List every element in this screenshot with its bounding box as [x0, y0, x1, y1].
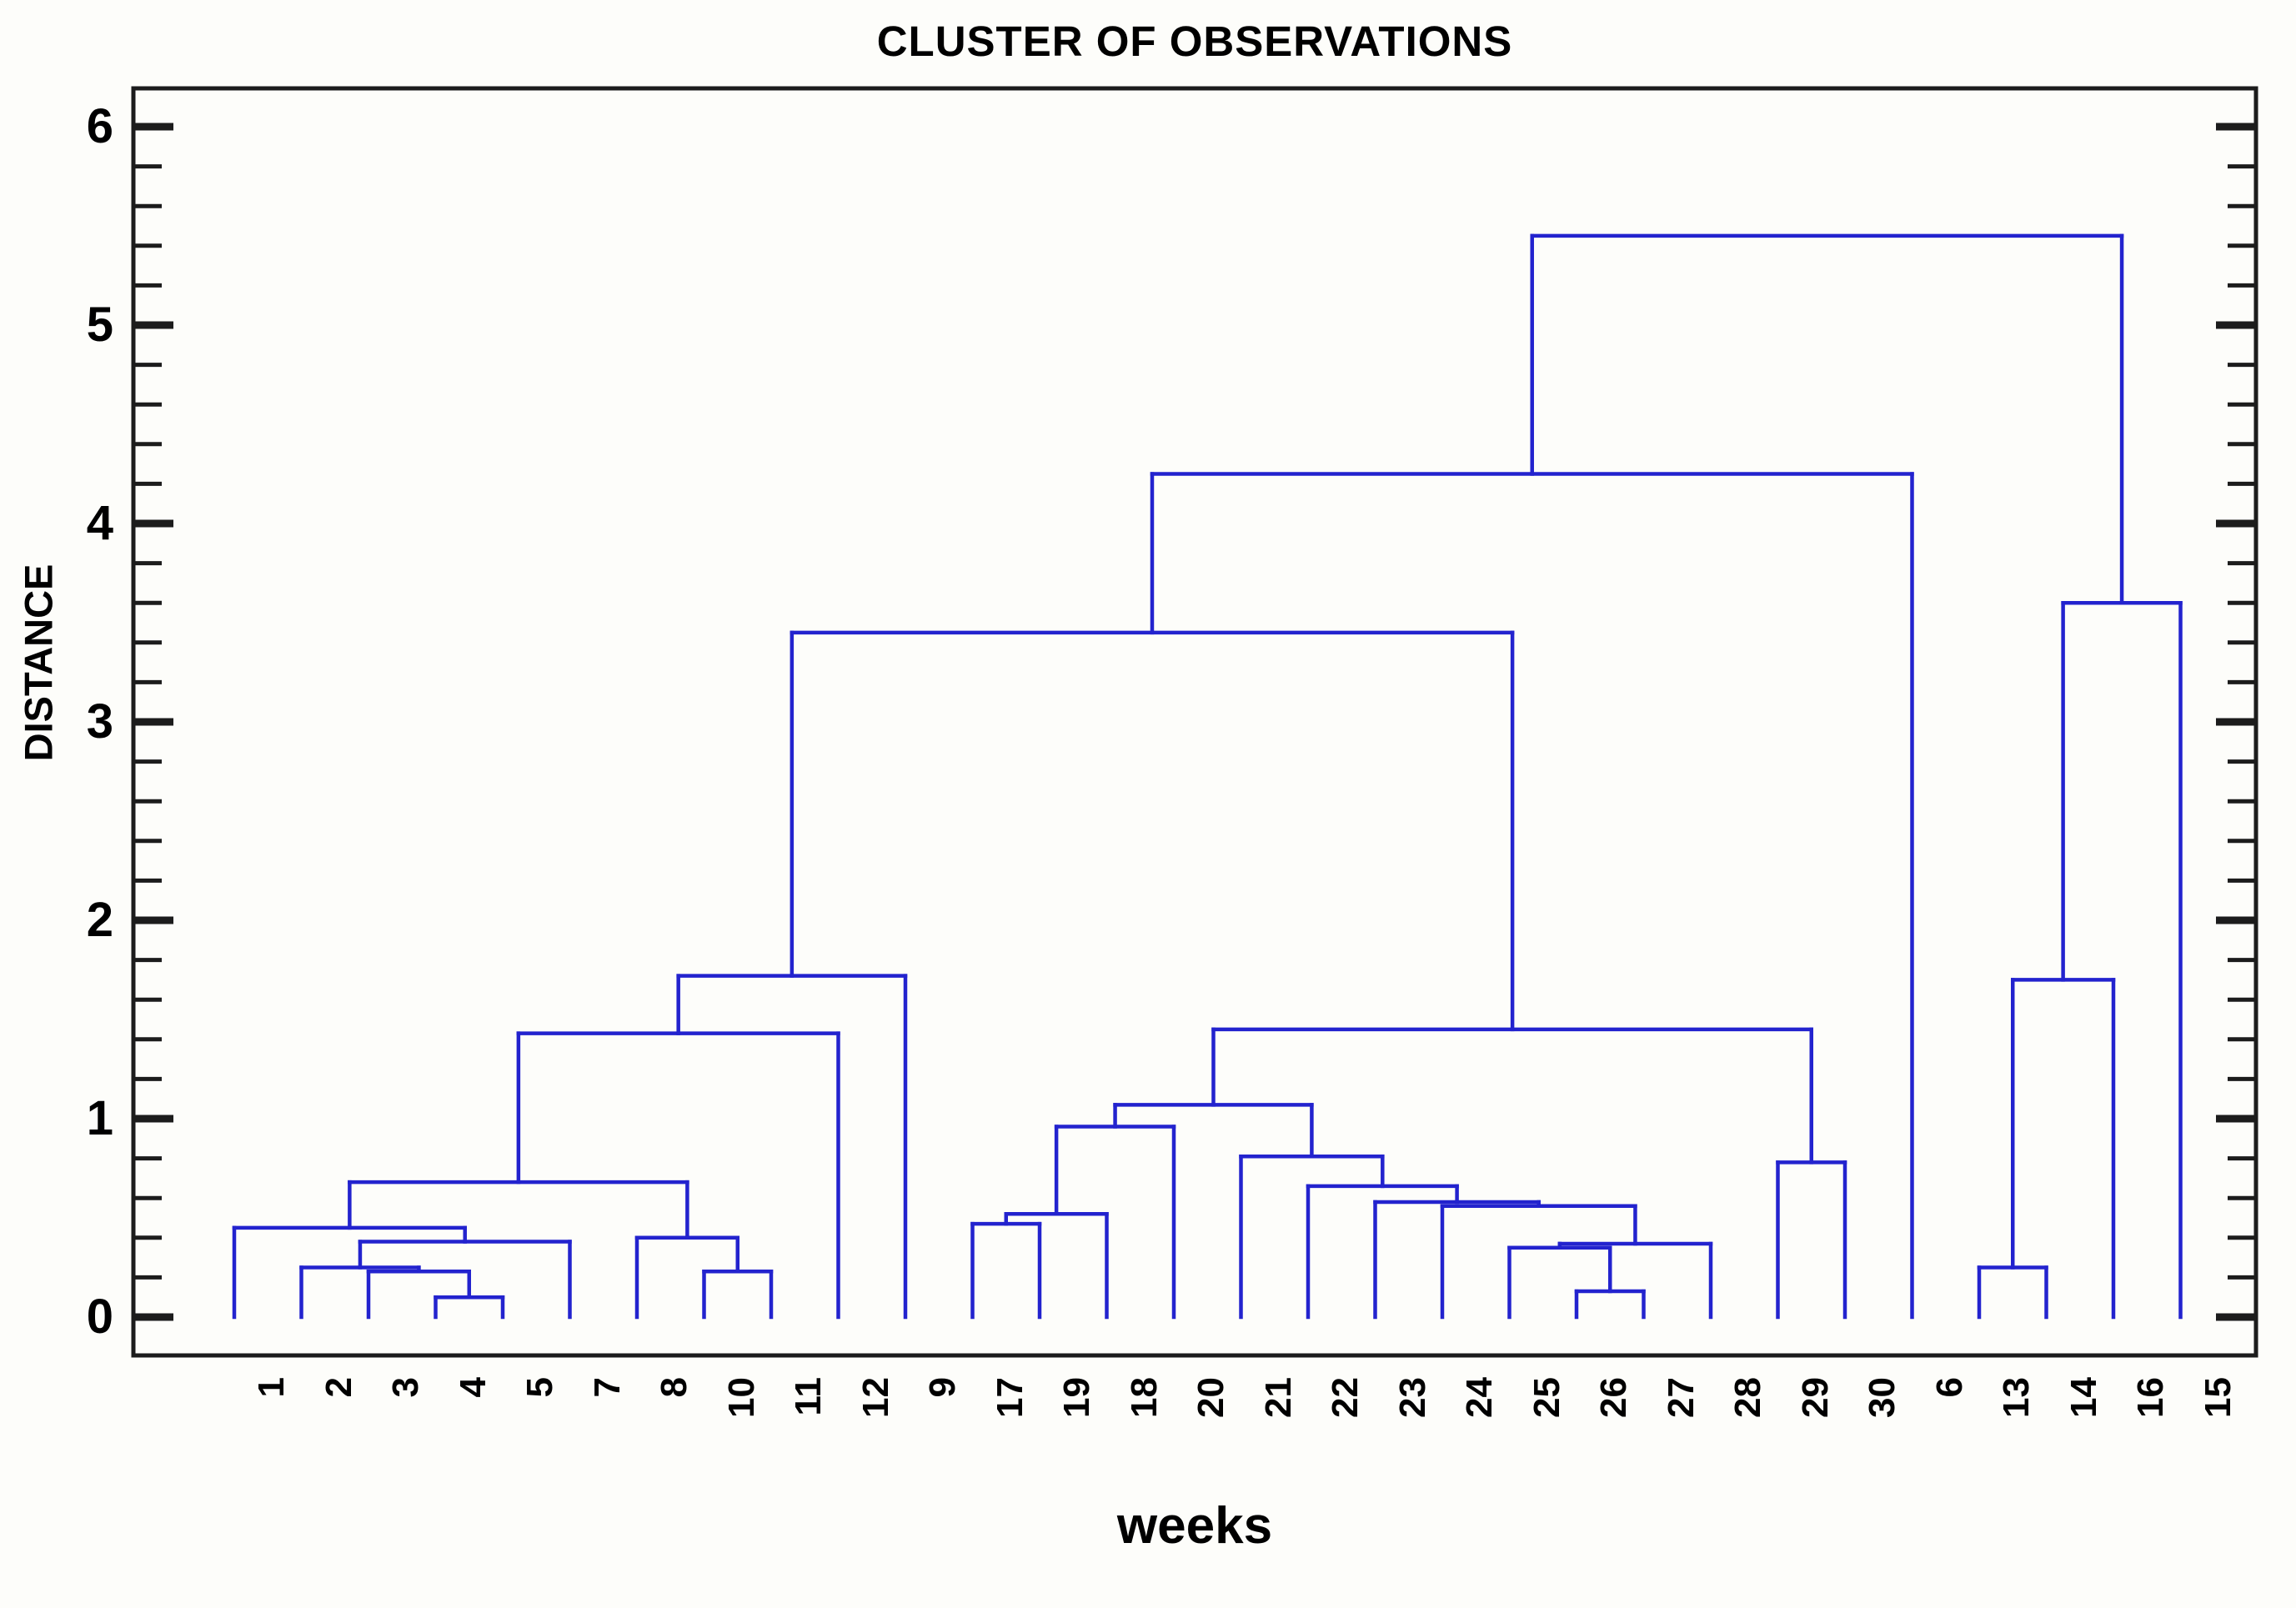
- x-axis-leaf-label: 30: [1862, 1377, 1902, 1418]
- x-axis-leaf-label: 3: [385, 1377, 426, 1398]
- x-axis-leaf-label: 22: [1325, 1377, 1366, 1418]
- x-axis-leaf-label: 19: [1056, 1377, 1097, 1418]
- x-axis-leaf-label: 17: [989, 1377, 1030, 1418]
- y-axis-tick-label: 4: [86, 496, 113, 550]
- x-axis-leaf-label: 4: [452, 1377, 494, 1398]
- plot-border: [131, 86, 2258, 1358]
- x-axis-leaf-label: 24: [1459, 1377, 1500, 1418]
- x-axis-leaf-label: 7: [586, 1377, 628, 1398]
- x-axis-leaf-label: 23: [1391, 1377, 1433, 1418]
- y-axis-tick-label: 0: [86, 1290, 113, 1344]
- chart-title: CLUSTER OF OBSERVATIONS: [876, 18, 1513, 65]
- y-axis-tick-label: 1: [86, 1091, 113, 1145]
- x-axis-title: weeks: [1116, 1497, 1273, 1555]
- x-axis-leaf-label: 5: [519, 1377, 560, 1398]
- x-axis-leaf-label: 1: [251, 1377, 292, 1398]
- x-axis-leaf-label: 12: [855, 1377, 896, 1418]
- x-axis-leaf-label: 8: [654, 1377, 694, 1398]
- x-axis-leaf-label: 6: [1928, 1377, 1970, 1398]
- x-axis-leaf-label: 29: [1794, 1377, 1836, 1418]
- x-axis-leaf-label: 25: [1526, 1377, 1567, 1418]
- x-axis-leaf-label: 27: [1660, 1377, 1702, 1418]
- x-axis-leaf-label: 18: [1123, 1377, 1165, 1418]
- x-axis-leaf-label: 28: [1727, 1377, 1768, 1418]
- x-axis-leaf-label: 15: [2197, 1377, 2238, 1418]
- y-axis-tick-label: 5: [86, 298, 113, 352]
- x-axis-leaf-label: 9: [922, 1377, 963, 1398]
- y-axis-tick-label: 2: [86, 893, 113, 947]
- x-axis-leaf-label: 21: [1257, 1377, 1299, 1418]
- y-axis-tick-label: 6: [86, 99, 113, 153]
- x-axis-leaf-label: 2: [318, 1377, 359, 1398]
- x-axis-leaf-label: 14: [2063, 1377, 2104, 1418]
- x-axis-leaf-label: 13: [1996, 1377, 2037, 1418]
- x-axis-leaf-label: 26: [1593, 1377, 1634, 1418]
- x-axis-leaf-label: 20: [1191, 1377, 1231, 1418]
- x-axis-leaf-label: 16: [2130, 1377, 2171, 1418]
- x-axis-leaf-label: 10: [720, 1377, 762, 1418]
- y-axis-tick-label: 3: [86, 694, 113, 749]
- x-axis-leaf-label: 11: [788, 1377, 829, 1416]
